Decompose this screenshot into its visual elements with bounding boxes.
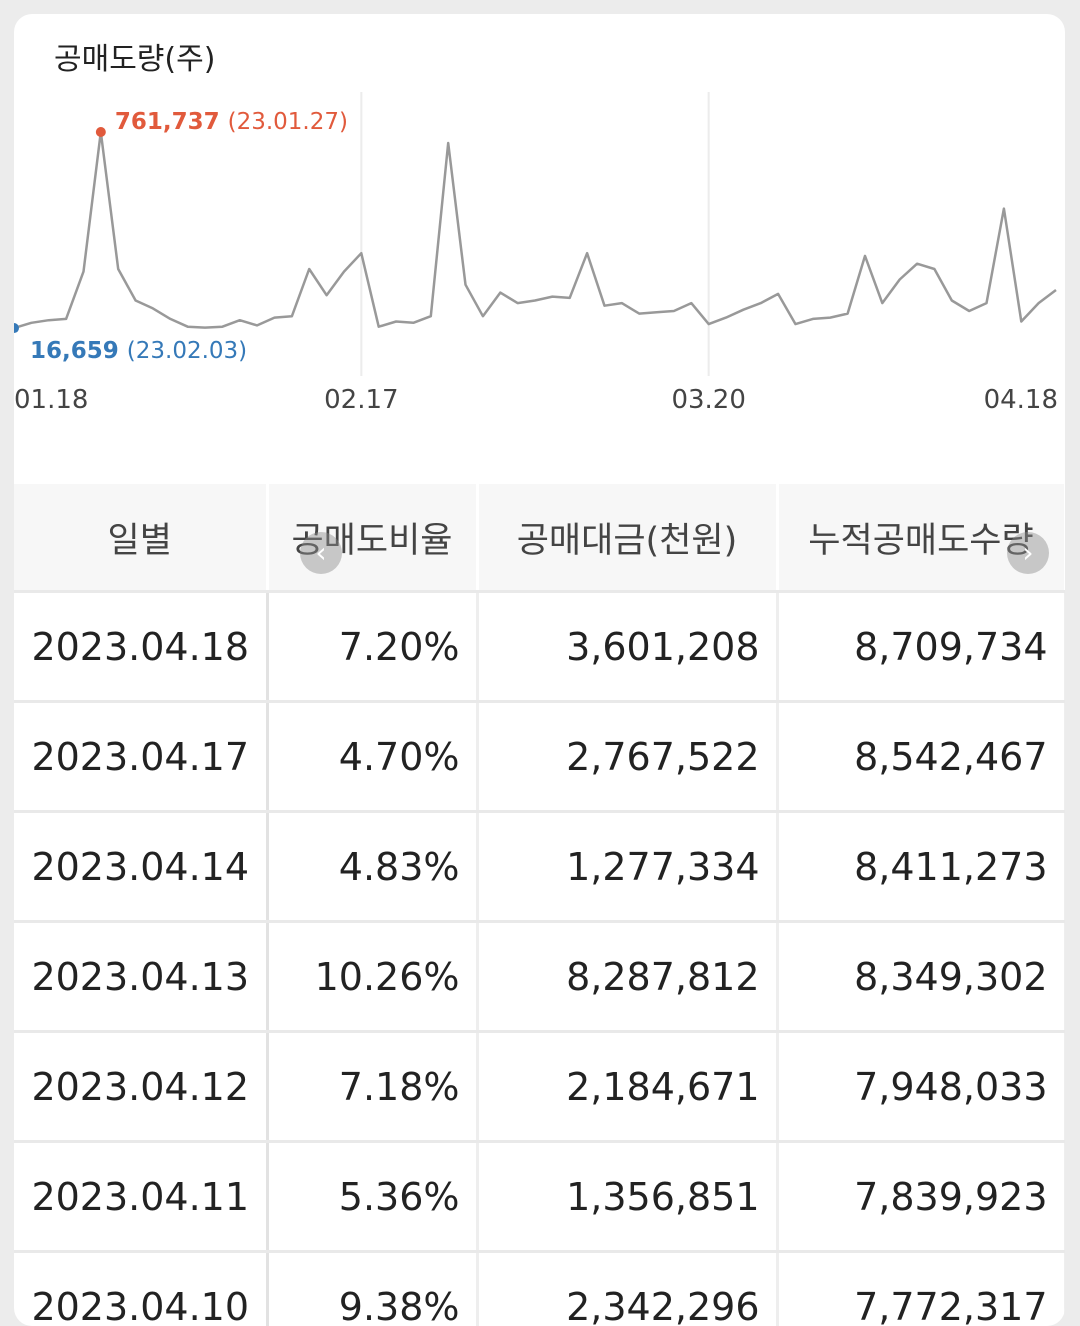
cell-ratio: 7.20% — [267, 591, 479, 703]
x-tick-label: 01.18 — [14, 385, 88, 415]
chevron-right-icon: › — [1022, 536, 1034, 569]
x-tick-label: 03.20 — [671, 385, 745, 415]
cell-date: 2023.04.11 — [14, 1141, 269, 1253]
daily-table-wrap[interactable]: 일별 공매도비율 공매대금(천원) 누적공매도수량 2023.04.18 7.2… — [14, 484, 1065, 1326]
table-row: 2023.04.11 5.36% 1,356,851 7,839,923 — [14, 1141, 1065, 1253]
cell-date: 2023.04.13 — [14, 921, 269, 1033]
cell-cumulative: 8,349,302 — [777, 921, 1065, 1033]
cell-cumulative: 7,948,033 — [777, 1031, 1065, 1143]
cell-cumulative: 8,542,467 — [777, 701, 1065, 813]
cell-amount: 2,184,671 — [477, 1031, 779, 1143]
cell-amount: 8,287,812 — [477, 921, 779, 1033]
max-label: 761,737 (23.01.27) — [115, 109, 348, 135]
cell-amount: 3,601,208 — [477, 591, 779, 703]
chart-svg: 761,737 (23.01.27) 16,659 (23.02.03) 01.18… — [14, 92, 1058, 415]
cell-date: 2023.04.14 — [14, 811, 269, 923]
min-label: 16,659 (23.02.03) — [30, 338, 247, 364]
x-tick-label: 04.18 — [984, 385, 1058, 415]
cell-ratio: 4.83% — [267, 811, 479, 923]
cell-ratio: 10.26% — [267, 921, 479, 1033]
cell-ratio: 9.38% — [267, 1251, 479, 1326]
cell-ratio: 5.36% — [267, 1141, 479, 1253]
table-row: 2023.04.12 7.18% 2,184,671 7,948,033 — [14, 1031, 1065, 1143]
cell-date: 2023.04.18 — [14, 591, 269, 703]
cell-amount: 1,277,334 — [477, 811, 779, 923]
table-row: 2023.04.14 4.83% 1,277,334 8,411,273 — [14, 811, 1065, 923]
cell-date: 2023.04.12 — [14, 1031, 269, 1143]
cell-amount: 2,767,522 — [477, 701, 779, 813]
scroll-right-button[interactable]: › — [1007, 532, 1049, 574]
short-selling-card: 공매도량(주) 761,737 (23.01.27) 16,659 (23.02.… — [14, 14, 1065, 1326]
table-row: 2023.04.10 9.38% 2,342,296 7,772,317 — [14, 1251, 1065, 1326]
header-date[interactable]: 일별 — [14, 484, 269, 593]
cell-ratio: 7.18% — [267, 1031, 479, 1143]
cell-amount: 2,342,296 — [477, 1251, 779, 1326]
table-header-row: 일별 공매도비율 공매대금(천원) 누적공매도수량 — [14, 484, 1065, 593]
table-row: 2023.04.17 4.70% 2,767,522 8,542,467 — [14, 701, 1065, 813]
max-point — [95, 127, 106, 137]
cell-date: 2023.04.17 — [14, 701, 269, 813]
cell-cumulative: 7,839,923 — [777, 1141, 1065, 1253]
chart-title: 공매도량(주) — [54, 42, 216, 77]
short-volume-chart: 공매도량(주) 761,737 (23.01.27) 16,659 (23.02.… — [14, 14, 1065, 484]
cell-date: 2023.04.10 — [14, 1251, 269, 1326]
daily-short-selling-table: 일별 공매도비율 공매대금(천원) 누적공매도수량 2023.04.18 7.2… — [14, 484, 1065, 1326]
min-point — [14, 323, 19, 334]
series-line — [14, 130, 1057, 330]
cell-cumulative: 8,411,273 — [777, 811, 1065, 923]
scroll-left-button[interactable]: ‹ — [300, 532, 342, 574]
x-tick-label: 02.17 — [324, 385, 398, 415]
cell-cumulative: 8,709,734 — [777, 591, 1065, 703]
header-cumulative[interactable]: 누적공매도수량 — [777, 484, 1065, 593]
header-ratio[interactable]: 공매도비율 — [267, 484, 479, 593]
table-row: 2023.04.13 10.26% 8,287,812 8,349,302 — [14, 921, 1065, 1033]
chevron-left-icon: ‹ — [315, 536, 327, 569]
cell-cumulative: 7,772,317 — [777, 1251, 1065, 1326]
table-row: 2023.04.18 7.20% 3,601,208 8,709,734 — [14, 591, 1065, 703]
header-amount[interactable]: 공매대금(천원) — [477, 484, 779, 593]
cell-ratio: 4.70% — [267, 701, 479, 813]
cell-amount: 1,356,851 — [477, 1141, 779, 1253]
